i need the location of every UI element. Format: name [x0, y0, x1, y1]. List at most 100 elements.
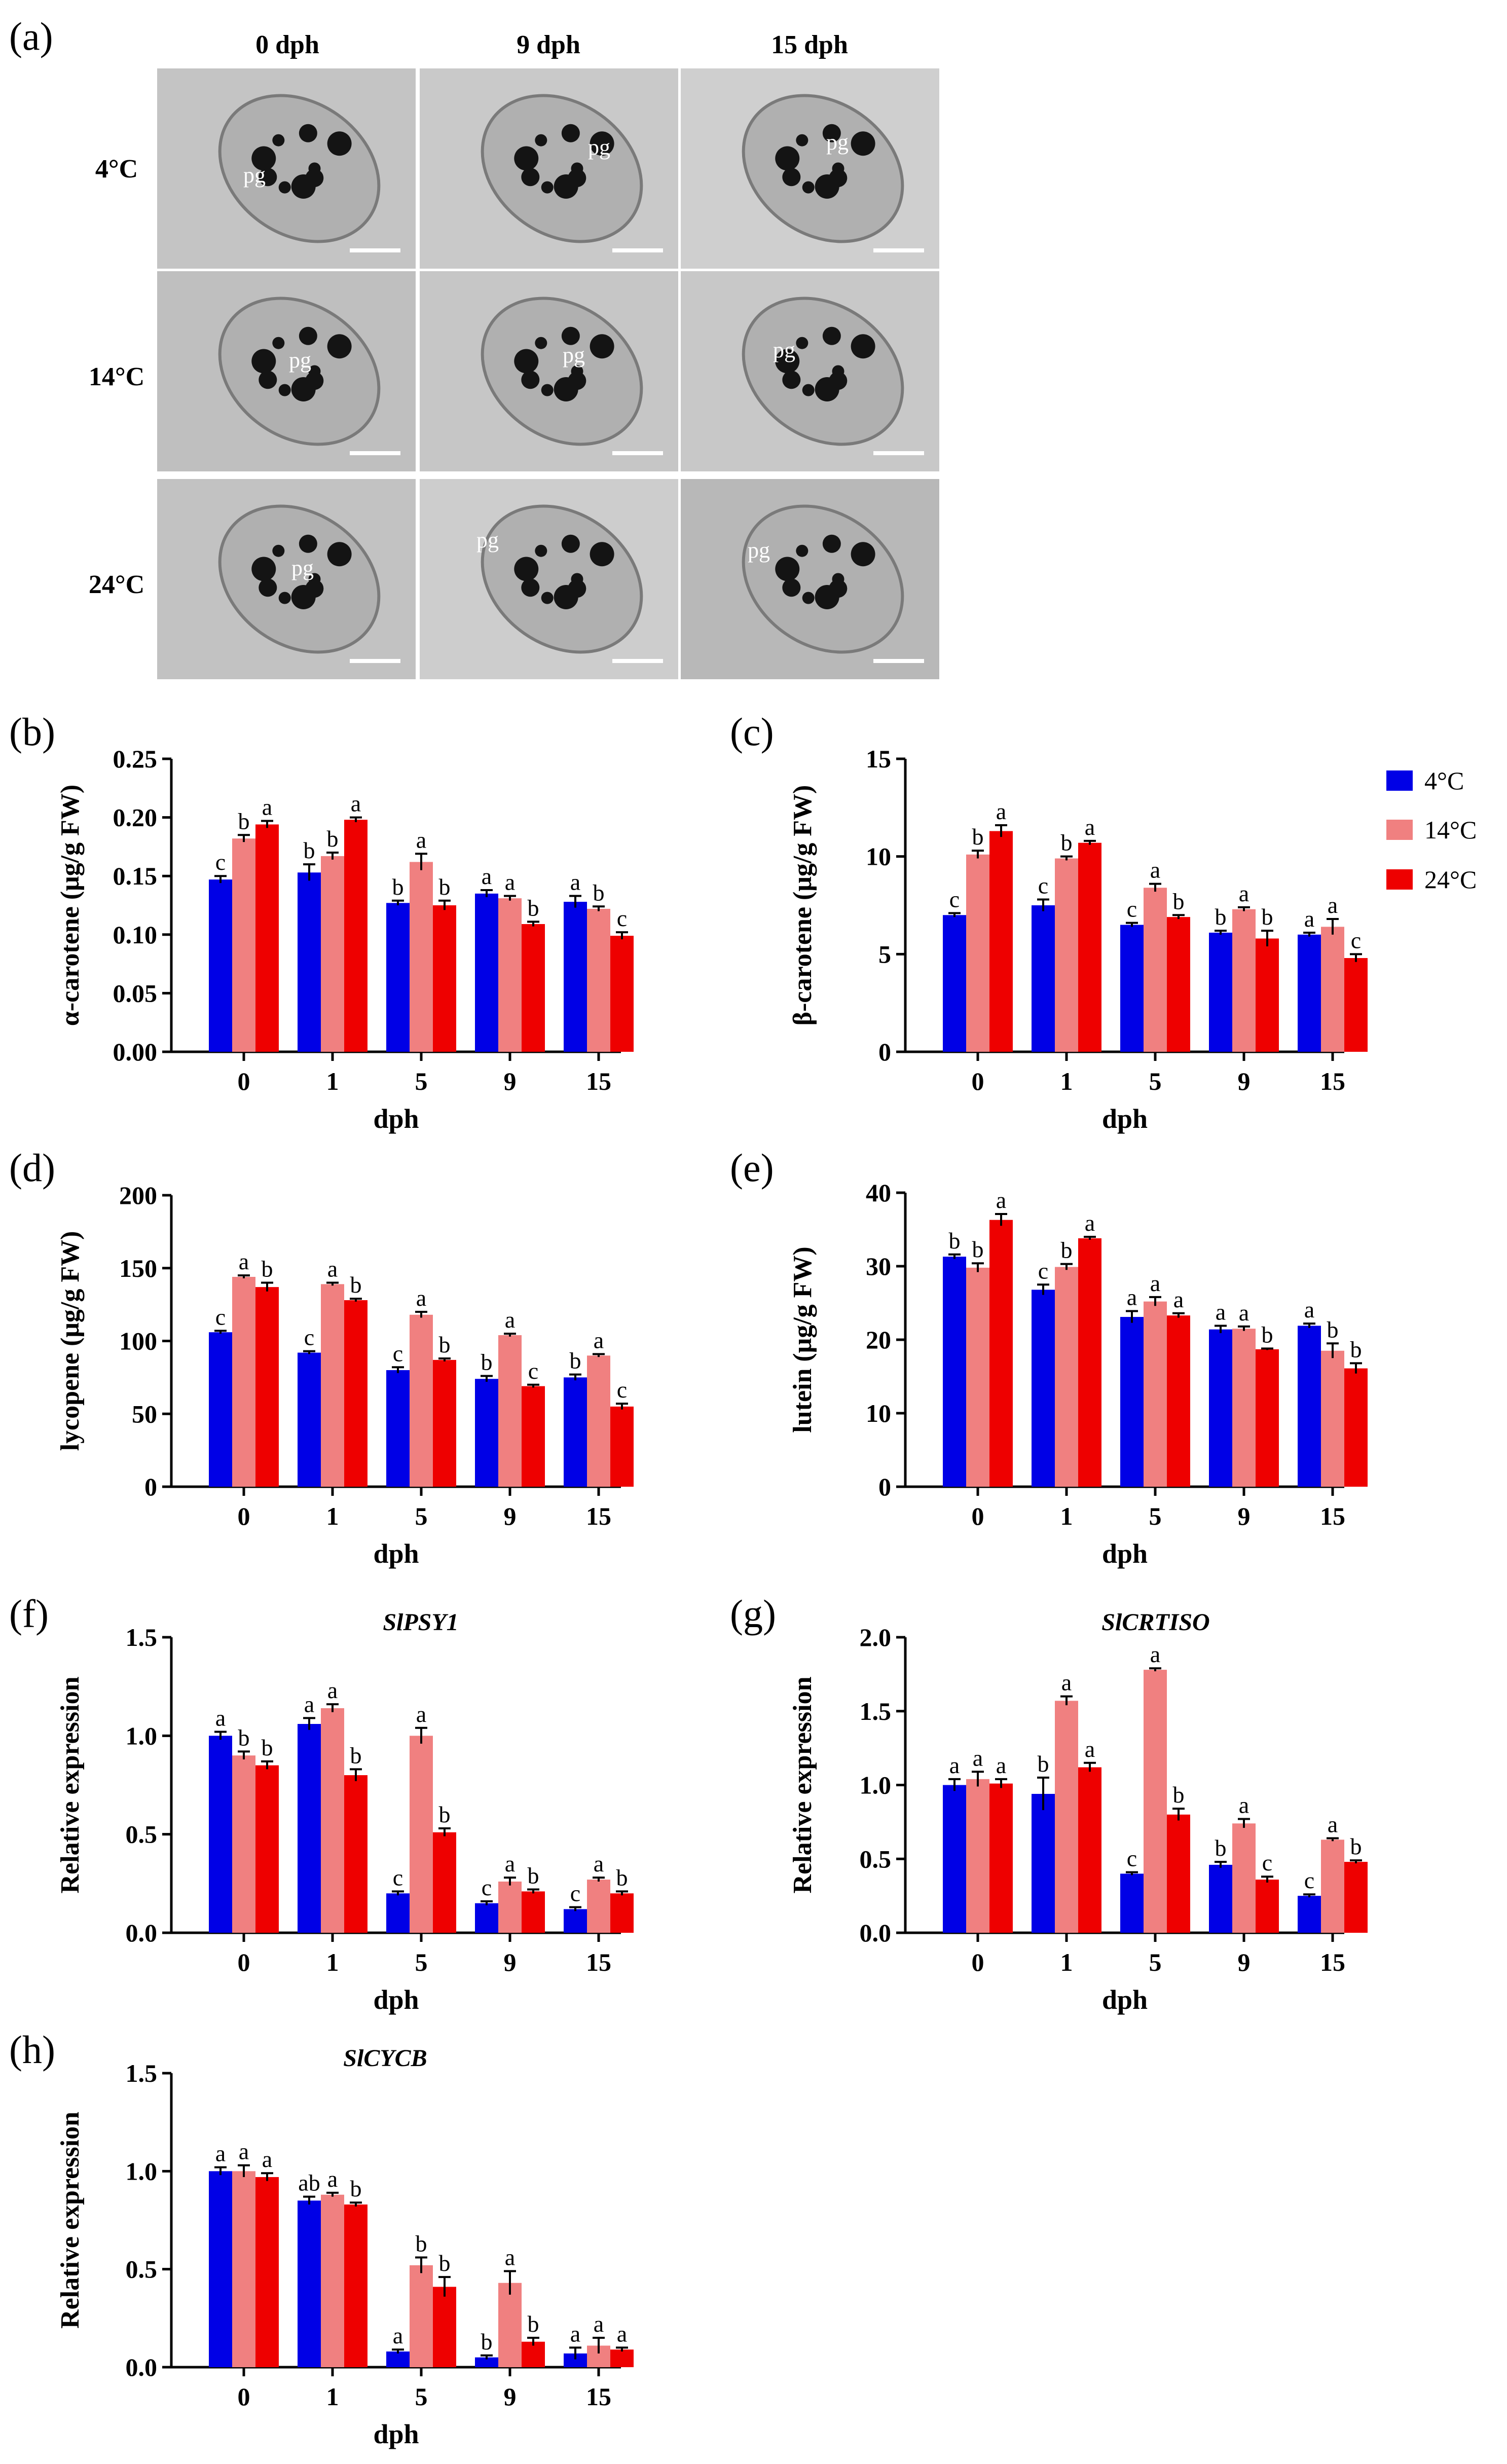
- chart-h-bar-s1-c1: [321, 2194, 344, 2367]
- chart-h-letter-s1-c0: a: [239, 2139, 249, 2164]
- chart-d-letter-s0-c1: c: [304, 1325, 314, 1350]
- chart-h-bar-s2-c3: [522, 2341, 545, 2367]
- chart-c-letter-s1-c0: b: [972, 824, 984, 850]
- plastoglobule: [278, 384, 291, 396]
- chart-g-letter-s1-c2: a: [1150, 1641, 1160, 1667]
- chart-d-xtick-label-4: 15: [586, 1502, 611, 1530]
- chart-h-panel-label: (h): [9, 2028, 55, 2072]
- chart-d-xtick-label-2: 5: [415, 1502, 428, 1530]
- chart-d-letter-s2-c3: c: [528, 1358, 538, 1384]
- chart-c-letter-s2-c3: b: [1262, 904, 1273, 930]
- chart-e-letter-s0-c1: c: [1038, 1258, 1048, 1283]
- plastoglobule: [251, 146, 276, 171]
- plastoglobule: [299, 534, 317, 553]
- plastoglobule: [521, 371, 540, 389]
- chart-c-letter-s0-c0: c: [949, 886, 960, 912]
- chart-g-letter-s1-c4: a: [1328, 1811, 1338, 1837]
- plastoglobule: [278, 592, 291, 604]
- chart-b-ytick-label-0: 0.00: [113, 1038, 158, 1066]
- chart-d-xlabel: dph: [373, 1538, 419, 1569]
- plastoglobule: [851, 334, 875, 359]
- chart-e-letter-s2-c3: b: [1262, 1321, 1273, 1347]
- chart-f-title: SlPSY1: [383, 1609, 458, 1636]
- chart-c-xtick-label-0: 0: [972, 1067, 984, 1095]
- plastoglobule: [822, 534, 841, 553]
- chart-f-bar-s2-c2: [433, 1832, 456, 1933]
- chart-f-xtick-label-1: 1: [326, 1948, 339, 1976]
- chart-g-bar-s1-c3: [1232, 1823, 1256, 1933]
- chart-c-bar-s1-c2: [1144, 888, 1167, 1052]
- chart-e-letter-s2-c0: a: [996, 1187, 1006, 1213]
- chart-f-ytick-label-0: 0.0: [126, 1919, 158, 1947]
- scale-bar: [612, 659, 663, 663]
- chart-e-letter-s0-c0: b: [949, 1228, 961, 1254]
- chart-g-bar-s2-c4: [1344, 1862, 1368, 1933]
- chart-d-bar-s2-c1: [344, 1300, 367, 1487]
- chart-c-ytick-label-3: 15: [866, 745, 891, 773]
- chart-e-letter-s2-c2: a: [1173, 1286, 1184, 1312]
- chart-c-bar-s0-c3: [1209, 932, 1232, 1052]
- chart-f-ytick-label-2: 1.0: [126, 1721, 158, 1750]
- pg-label: pg: [289, 348, 311, 373]
- plastoglobule: [541, 592, 554, 604]
- chart-b-ytick-label-1: 0.05: [113, 979, 158, 1007]
- chart-c-bar-s2-c0: [989, 831, 1013, 1052]
- chart-b-bar-s2-c1: [344, 820, 367, 1052]
- chart-h-bar-s0-c0: [209, 2171, 232, 2367]
- plastoglobule: [251, 349, 276, 374]
- chart-d-xtick-label-0: 0: [238, 1502, 250, 1530]
- chart-f-letter-s0-c4: c: [570, 1880, 580, 1906]
- chart-g-letter-s0-c1: b: [1038, 1751, 1049, 1777]
- chart-g-title: SlCRTISO: [1101, 1609, 1209, 1636]
- chart-g-letter-s2-c1: a: [1085, 1736, 1095, 1762]
- pg-label: pg: [826, 130, 849, 155]
- plastoglobule: [272, 337, 285, 349]
- chart-c-letter-s1-c4: a: [1328, 892, 1338, 918]
- chart-f-bar-s1-c0: [232, 1755, 255, 1933]
- chart-h-letter-s2-c4: a: [617, 2321, 627, 2346]
- chart-g-bar-s2-c2: [1167, 1814, 1190, 1933]
- chart-g-ytick-label-4: 2.0: [860, 1623, 892, 1651]
- chart-c-xlabel: dph: [1102, 1104, 1148, 1134]
- chart-c-xtick-label-1: 1: [1060, 1067, 1073, 1095]
- chart-e-xtick-label-2: 5: [1149, 1502, 1162, 1530]
- chart-d-bar-s0-c0: [209, 1332, 232, 1487]
- plastoglobule: [272, 544, 285, 557]
- chart-c-bar-s2-c1: [1078, 842, 1101, 1052]
- chart-e-bar-s2-c1: [1078, 1238, 1101, 1487]
- chart-g-ytick-label-3: 1.5: [860, 1697, 892, 1725]
- chart-f-letter-s0-c3: c: [482, 1874, 492, 1900]
- chart-c-letter-s2-c1: a: [1085, 814, 1095, 840]
- chart-e-letter-s1-c0: b: [972, 1236, 984, 1262]
- chart-h-bar-s1-c3: [498, 2283, 522, 2367]
- chart-b-bar-s1-c1: [321, 856, 344, 1052]
- chart-g-bar-s2-c0: [989, 1783, 1013, 1933]
- chart-b-bar-s2-c4: [610, 936, 634, 1052]
- legend-label-1: 14°C: [1424, 816, 1477, 844]
- chart-h-bar-s2-c2: [433, 2287, 456, 2367]
- chart-c-letter-s0-c1: c: [1038, 872, 1048, 898]
- chart-e-xlabel: dph: [1102, 1538, 1148, 1569]
- plastoglobule: [775, 146, 800, 171]
- plastoglobule: [278, 181, 291, 194]
- col-header-0: 0 dph: [255, 30, 319, 59]
- chart-h-ytick-label-2: 1.0: [126, 2157, 158, 2185]
- chart-e-bar-s1-c4: [1321, 1350, 1344, 1487]
- chart-g: (g) SlCRTISO 0.0 0.5 1.0 1.5 2.0 Relative expre…: [730, 1592, 1368, 2015]
- plastoglobule: [299, 124, 317, 142]
- chart-h-ytick-label-0: 0.0: [126, 2353, 158, 2381]
- chart-d-letter-s1-c2: a: [416, 1285, 426, 1311]
- chart-g-bar-s1-c2: [1144, 1670, 1167, 1933]
- chart-d-letter-s2-c0: b: [262, 1256, 273, 1282]
- chart-d-ytick-label-2: 100: [119, 1327, 157, 1355]
- chart-e-xtick-label-3: 9: [1238, 1502, 1251, 1530]
- chart-g-letter-s0-c0: a: [949, 1752, 960, 1778]
- chart-c-ytick-label-2: 10: [866, 842, 891, 871]
- chart-b-xtick-label-1: 1: [326, 1067, 339, 1095]
- legend-swatch-0: [1386, 770, 1413, 791]
- chart-f-bar-s0-c2: [386, 1893, 410, 1933]
- chart-b-letter-s1-c4: b: [593, 879, 605, 905]
- chart-f-bar-s1-c4: [587, 1880, 610, 1933]
